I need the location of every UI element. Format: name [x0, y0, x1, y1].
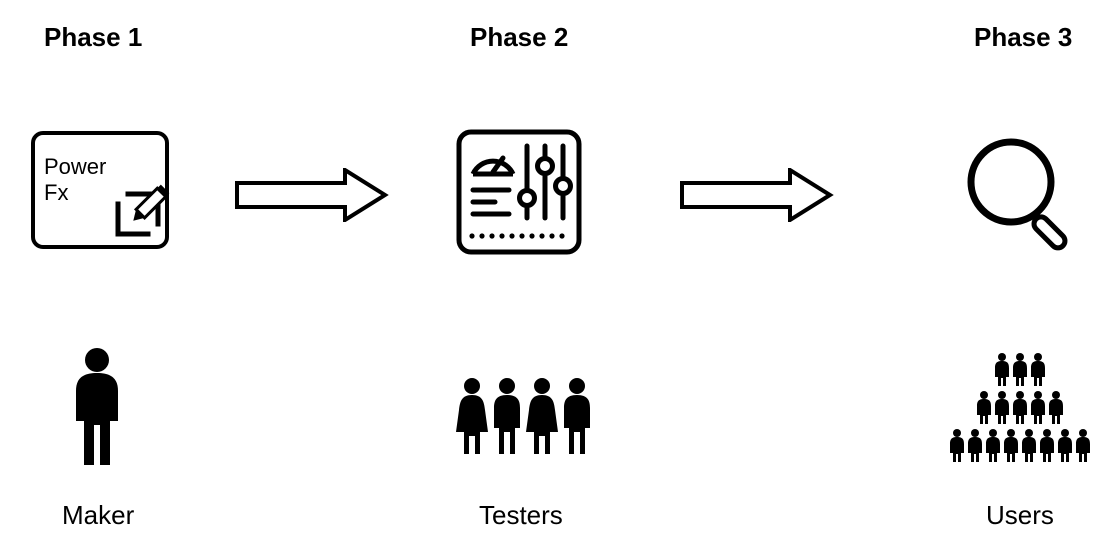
- users-label: Users: [986, 500, 1054, 531]
- phases-flowchart: Phase 1 Phase 2 Phase 3 Power Fx: [0, 0, 1105, 558]
- phase-2-title: Phase 2: [470, 22, 568, 53]
- powerfx-text-line2: Fx: [44, 180, 68, 205]
- testers-label: Testers: [479, 500, 563, 531]
- magnifying-glass-icon: [955, 130, 1085, 260]
- phase-1-title: Phase 1: [44, 22, 142, 53]
- arrow-1-icon: [235, 168, 390, 227]
- users-pyramid-icon: [935, 350, 1105, 470]
- arrow-2-icon: [680, 168, 835, 227]
- testers-group-icon: [450, 370, 600, 460]
- control-panel-icon: [455, 128, 583, 256]
- phase-3-title: Phase 3: [974, 22, 1072, 53]
- single-person-icon: [62, 345, 132, 470]
- powerfx-text-line1: Power: [44, 154, 106, 179]
- powerfx-editor-icon: Power Fx: [30, 130, 170, 250]
- maker-label: Maker: [62, 500, 134, 531]
